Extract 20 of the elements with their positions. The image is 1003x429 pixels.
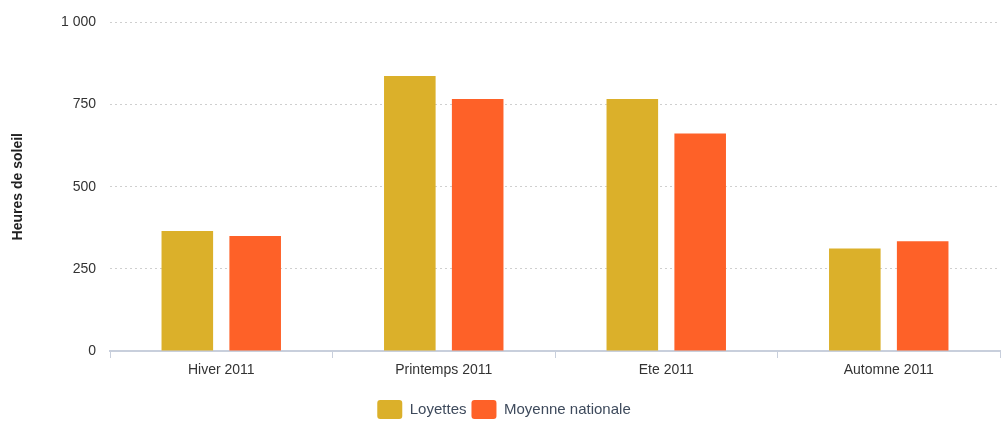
bar (674, 133, 726, 351)
x-tick-label: Ete 2011 (638, 361, 694, 378)
bar (896, 241, 949, 351)
bar (451, 98, 504, 351)
x-tick-label: Automne 2011 (843, 361, 934, 378)
bar (829, 248, 881, 351)
legend-label: Loyettes (409, 399, 467, 417)
y-axis-title: Heures de soleil (9, 133, 26, 241)
x-tick-label: Hiver 2011 (187, 361, 255, 378)
bar (606, 98, 659, 351)
x-tick-label: Printemps 2011 (395, 361, 493, 378)
legend-label: Moyenne nationale (503, 399, 631, 417)
bar (161, 231, 214, 351)
y-tick-label: 500 (72, 177, 97, 194)
y-tick-label: 0 (88, 341, 97, 358)
bar (229, 235, 281, 351)
y-tick-label: 250 (72, 259, 97, 276)
y-tick-label: 750 (72, 95, 97, 112)
bar (384, 75, 436, 351)
y-tick-label: 1 000 (60, 13, 97, 30)
